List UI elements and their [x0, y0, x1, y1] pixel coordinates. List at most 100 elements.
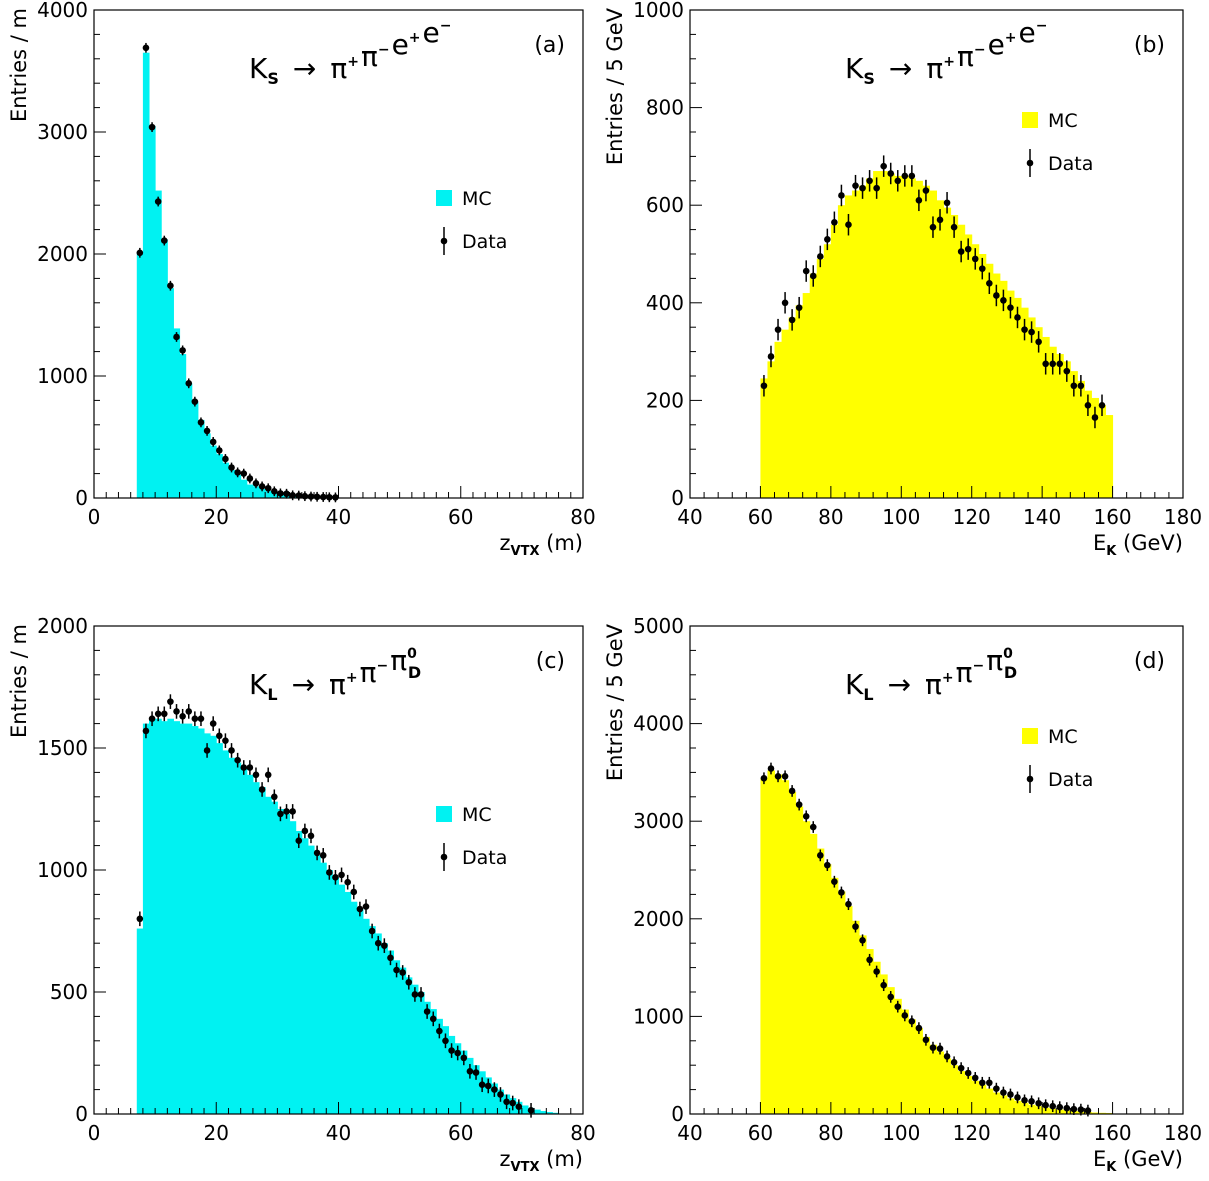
x-axis-label-subscript: K: [1106, 544, 1117, 559]
mc-bin: [788, 791, 797, 1114]
x-tick-label: 180: [1164, 1121, 1202, 1145]
x-axis-label-subscript: VTX: [511, 544, 540, 559]
data-point: [873, 184, 880, 192]
data-point: [1063, 367, 1071, 375]
legend: MC Data: [1022, 726, 1093, 793]
data-points: [760, 155, 1106, 429]
x-axis-label-symbol: z: [499, 1147, 510, 1171]
mc-histogram: [136, 52, 523, 499]
data-point: [191, 398, 199, 405]
mc-bin: [915, 180, 923, 499]
data-point: [795, 304, 803, 311]
data-point: [429, 1015, 437, 1023]
data-point: [313, 849, 321, 857]
legend-mc-swatch: [436, 190, 452, 206]
data-point: [929, 1044, 937, 1051]
mc-bin: [781, 329, 790, 498]
legend-data-marker: [440, 237, 448, 245]
mc-bin: [155, 718, 162, 1114]
mc-bin: [344, 891, 352, 1114]
mc-bin: [173, 721, 181, 1114]
mc-bin: [210, 735, 217, 1114]
data-point: [788, 316, 796, 324]
mc-bin: [880, 974, 888, 1114]
mc-bin: [1006, 1098, 1015, 1114]
mc-bin: [999, 1095, 1008, 1114]
y-tick-label: 500: [50, 980, 88, 1004]
mc-bin: [393, 960, 401, 1114]
data-point: [264, 484, 272, 492]
data-point: [1028, 328, 1035, 336]
mc-bin: [802, 821, 811, 1114]
mc-bin: [936, 200, 945, 498]
x-axis-label: EK (GeV): [1093, 531, 1183, 559]
mc-bin: [1105, 415, 1114, 498]
mc-bin: [844, 906, 853, 1114]
mc-bin: [436, 1018, 443, 1114]
mc-bin: [823, 244, 832, 498]
legend-data-label: Data: [1048, 153, 1093, 175]
y-tick-label: 2000: [37, 614, 88, 638]
data-point: [222, 455, 229, 463]
process-product: π: [956, 656, 973, 689]
data-point: [466, 1068, 474, 1075]
mc-bin: [307, 845, 315, 1114]
data-point: [258, 483, 266, 490]
data-point: [356, 905, 364, 913]
process-product-superscript: −: [378, 42, 390, 58]
mc-bin: [901, 1009, 909, 1114]
data-point: [887, 170, 895, 177]
y-tick-label: 800: [646, 96, 684, 120]
data-point: [295, 492, 303, 499]
mc-bin: [167, 288, 174, 498]
data-point: [142, 727, 150, 735]
mc-bin: [246, 774, 254, 1114]
mc-bin: [197, 728, 205, 1114]
process-product: π: [986, 644, 1003, 677]
data-point: [271, 487, 278, 495]
data-point: [852, 923, 859, 930]
mc-bin: [844, 195, 853, 498]
legend-data-marker: [1026, 159, 1034, 167]
mc-bin: [271, 801, 278, 1114]
mc-bin: [362, 918, 370, 1114]
data-point: [307, 493, 315, 500]
x-tick-label: 100: [882, 1121, 920, 1145]
mc-bin: [161, 239, 168, 499]
mc-bin: [521, 1105, 529, 1114]
mc-bin: [774, 774, 783, 1114]
data-point: [484, 1082, 492, 1090]
data-point: [503, 1098, 510, 1106]
process-product-superscript: +: [943, 54, 955, 70]
x-axis: 40 60 80 100 120 140 160 180: [677, 486, 1202, 529]
mc-bin: [802, 293, 811, 498]
data-point: [203, 427, 211, 435]
data-point: [136, 915, 144, 923]
data-point: [1035, 338, 1042, 346]
data-point: [387, 954, 394, 962]
data-point: [760, 774, 768, 782]
mc-bin: [332, 877, 339, 1114]
data-point: [993, 292, 1000, 299]
data-point: [866, 956, 873, 964]
y-tick-label: 200: [646, 388, 684, 412]
mc-bin: [191, 726, 199, 1114]
data-point: [1091, 414, 1099, 421]
mc-bin: [149, 718, 156, 1114]
process-product: π: [360, 656, 377, 689]
mc-bin: [929, 190, 937, 498]
mc-bin: [1021, 1102, 1029, 1114]
legend-data-label: Data: [462, 231, 507, 253]
mc-bin: [908, 1019, 916, 1114]
data-point: [307, 832, 315, 840]
legend: MC Data: [436, 188, 507, 255]
process-product-superscript: −: [974, 42, 986, 58]
mc-bin: [1084, 390, 1092, 498]
data-point: [894, 1003, 902, 1010]
data-point: [197, 715, 205, 723]
mc-bin: [265, 490, 272, 498]
mc-bin: [1091, 397, 1099, 498]
process-product: e: [1019, 16, 1036, 49]
mc-bin: [873, 961, 881, 1114]
data-point: [957, 248, 965, 255]
